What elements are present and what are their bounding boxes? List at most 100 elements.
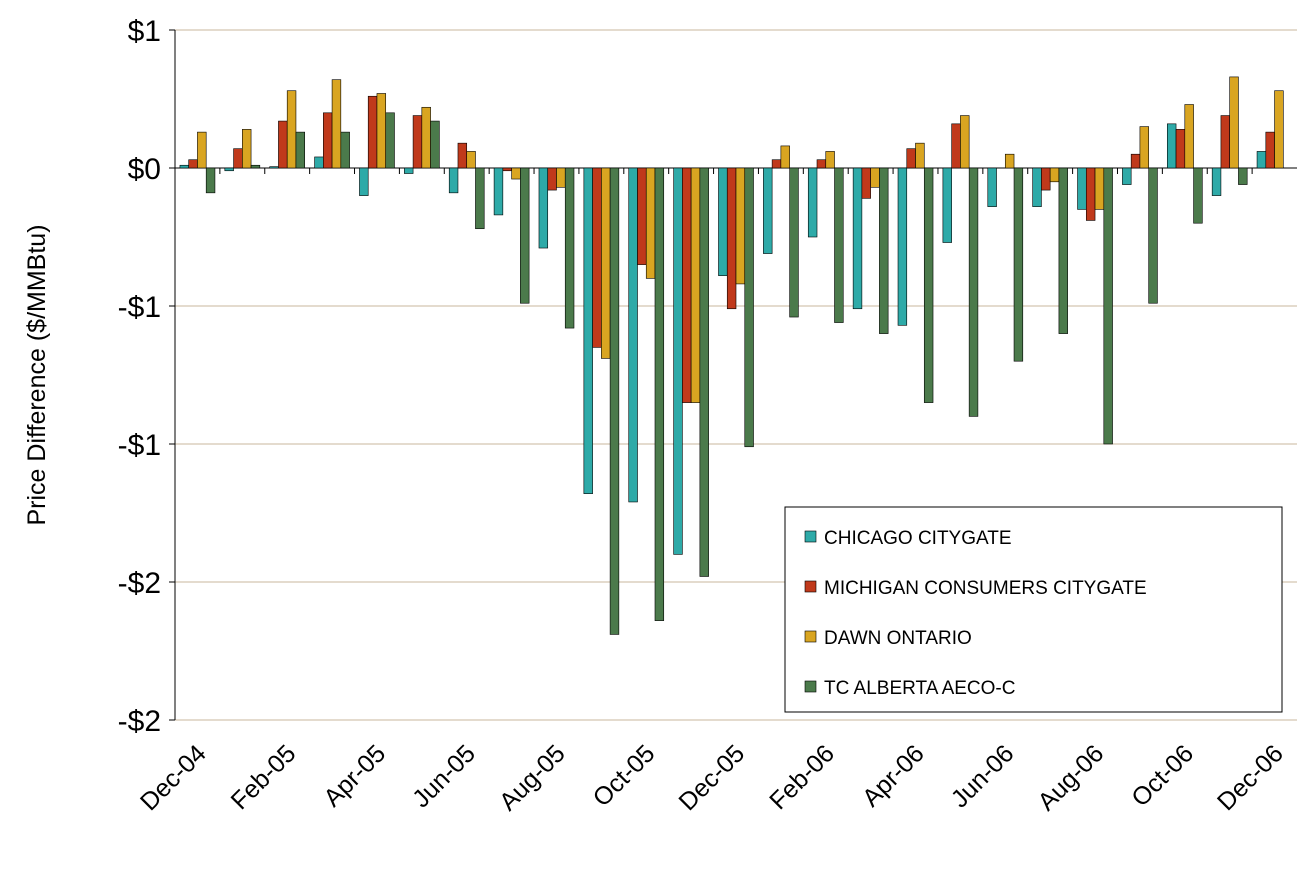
bar (242, 129, 252, 169)
bar (1175, 129, 1186, 169)
bar (1184, 104, 1194, 169)
bar (592, 167, 602, 348)
bar (359, 167, 369, 196)
legend-swatch (804, 580, 817, 593)
bar (609, 167, 620, 635)
x-tick-label: Jun-06 (946, 739, 1020, 813)
bar (340, 131, 350, 169)
bar (188, 159, 198, 169)
bar (1077, 167, 1087, 210)
bar (968, 167, 979, 417)
bar (295, 131, 306, 169)
bar (1094, 167, 1105, 210)
bar (870, 167, 880, 188)
legend-label: CHICAGO CITYGATE (824, 528, 1012, 549)
legend-label: MICHIGAN CONSUMERS CITYGATE (824, 578, 1147, 599)
bar (915, 142, 925, 169)
x-tick-label: Oct-06 (1126, 739, 1199, 812)
bar (834, 167, 844, 323)
legend-label: TC ALBERTA AECO-C (824, 678, 1015, 699)
bar (1049, 167, 1060, 183)
bar (314, 156, 324, 169)
bar (1058, 167, 1068, 334)
bar (502, 167, 512, 172)
bar (376, 93, 387, 169)
bar (628, 167, 638, 503)
bar (1139, 126, 1149, 169)
bar (404, 167, 414, 174)
bar (520, 167, 530, 304)
bar (385, 112, 395, 169)
bar (278, 120, 288, 169)
bar (269, 166, 279, 169)
bar (987, 167, 997, 207)
bar (852, 167, 863, 310)
bar (780, 145, 790, 169)
bar (601, 167, 611, 359)
bar (179, 164, 189, 169)
bar (825, 151, 835, 169)
bar (673, 167, 683, 555)
x-tick-label: Aug-06 (1032, 739, 1109, 816)
bar (1238, 167, 1248, 185)
bar (690, 167, 701, 403)
legend-swatch (804, 630, 817, 643)
bar (224, 167, 234, 172)
bar (448, 167, 459, 194)
y-tick-label: -$2 (118, 567, 161, 600)
bar (538, 167, 549, 249)
bar (816, 159, 827, 169)
bar (1032, 167, 1042, 207)
bar (645, 167, 656, 279)
bar (1122, 167, 1132, 185)
bar (682, 167, 692, 403)
bar (879, 167, 889, 334)
bar (1004, 153, 1015, 169)
bar (323, 112, 333, 169)
bar (1265, 131, 1275, 169)
y-tick-label: $1 (128, 15, 161, 48)
bar (1103, 167, 1113, 445)
bar (1211, 167, 1222, 196)
bar (1148, 167, 1158, 304)
x-tick-label: Jun-05 (407, 739, 481, 813)
bar (1041, 167, 1051, 191)
bar (744, 167, 754, 448)
bar (556, 167, 566, 188)
legend-swatch (804, 530, 817, 543)
bar (897, 167, 908, 326)
bar (771, 159, 782, 169)
bar (493, 167, 504, 216)
bar (1166, 123, 1177, 169)
bar (511, 167, 521, 180)
bar (421, 106, 431, 169)
x-tick-label: Apr-05 (318, 739, 391, 812)
bar (1256, 151, 1267, 169)
y-tick-label: -$1 (118, 429, 161, 462)
x-tick-label: Feb-05 (226, 739, 302, 815)
bar (923, 167, 934, 403)
bar (457, 142, 468, 169)
bar (430, 120, 440, 169)
bar (286, 90, 297, 169)
bar (906, 148, 916, 169)
bar (1085, 167, 1096, 221)
bar (726, 167, 737, 310)
bar (699, 167, 709, 577)
bar (233, 148, 243, 169)
bar (861, 167, 871, 199)
x-tick-label: Dec-04 (135, 739, 212, 816)
bar (475, 167, 485, 230)
bar (637, 167, 647, 265)
bar (197, 131, 207, 169)
bar (583, 167, 593, 494)
bar (763, 167, 773, 254)
bar (547, 167, 557, 191)
bar (1229, 76, 1239, 169)
y-tick-label: -$2 (118, 705, 161, 738)
bar (951, 123, 961, 169)
bar (250, 164, 261, 169)
x-tick-label: Aug-05 (494, 739, 571, 816)
legend-label: DAWN ONTARIO (824, 628, 972, 649)
